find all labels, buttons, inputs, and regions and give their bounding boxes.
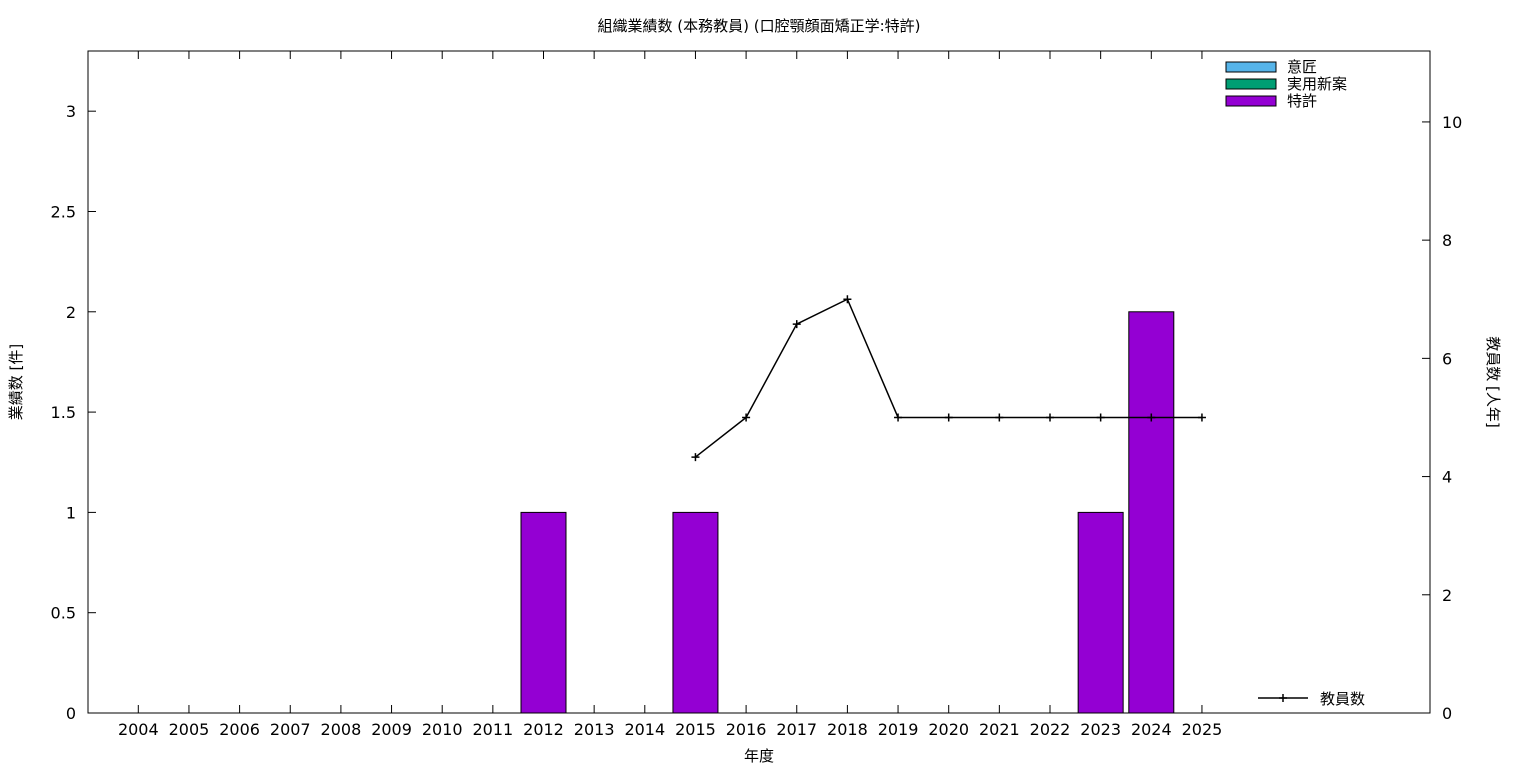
x-tick-label: 2005 [169,720,210,739]
x-tick-label: 2010 [422,720,463,739]
y-tick-label: 1.5 [51,403,76,422]
y-tick-label: 3 [66,102,76,121]
y2-tick-label: 2 [1442,586,1452,605]
x-tick-label: 2011 [472,720,513,739]
point-教員数-2022 [1046,413,1054,422]
y-tick-label: 2 [66,303,76,322]
y2-axis-label: 教員数 [人年] [1484,336,1502,427]
point-教員数-2023 [1096,413,1105,422]
point-教員数-2024 [1147,413,1156,422]
point-教員数-2020 [944,413,953,422]
x-tick-label: 2021 [979,720,1020,739]
y2-tick-label: 6 [1442,349,1452,368]
y2-tick-label: 10 [1442,113,1462,132]
bar-特許-2012 [520,511,567,714]
y-tick-label: 0.5 [51,604,76,623]
legend-swatch-特許 [1225,95,1277,107]
point-教員数-2025 [1197,413,1206,422]
x-tick-label: 2017 [776,720,817,739]
legend-label-特許: 特許 [1287,92,1317,110]
x-tick-label: 2004 [118,720,159,739]
x-tick-label: 2025 [1182,720,1223,739]
bar-特許-2015 [672,511,719,714]
x-tick-label: 2008 [321,720,362,739]
x-tick-label: 2016 [726,720,767,739]
x-tick-label: 2012 [523,720,564,739]
legend-swatch-意匠 [1225,61,1277,73]
legend-swatch-実用新案 [1225,78,1277,90]
point-教員数-2018 [843,295,852,304]
legend-label-教員数: 教員数 [1320,690,1365,708]
y2-tick-label: 8 [1442,231,1452,250]
y-axis-label: 業績数 [件] [7,344,25,420]
x-tick-label: 2020 [928,720,969,739]
x-tick-label: 2013 [574,720,615,739]
y-tick-label: 0 [66,704,76,723]
x-tick-label: 2024 [1131,720,1172,739]
point-教員数-2021 [995,413,1004,422]
legend-label-実用新案: 実用新案 [1287,75,1347,93]
line-教員数 [694,298,1202,458]
x-tick-label: 2014 [624,720,665,739]
point-教員数-2015 [691,453,700,462]
plot-area: 0 0.5 1 1.5 2 2.5 3 0 2 4 6 8 10 2004 2005 2006 2007 2008… [51,51,1462,739]
x-tick-label: 2006 [219,720,260,739]
x-tick-label: 2015 [675,720,716,739]
y-tick-label: 1 [66,503,76,522]
point-教員数-2016 [742,413,751,422]
legend-label-意匠: 意匠 [1287,58,1317,76]
y2-tick-label: 0 [1442,704,1452,723]
point-教員数-2017 [792,320,801,329]
x-tick-label: 2018 [827,720,868,739]
x-tick-label: 2023 [1080,720,1121,739]
x-tick-label: 2007 [270,720,311,739]
chart-title: 組織業績数 (本務教員) (口腔顎顔面矯正学:特許) [597,17,920,35]
x-axis-label: 年度 [744,747,774,765]
y-tick-label: 2.5 [51,202,76,221]
bar-特許-2024 [1128,311,1175,714]
x-tick-label: 2019 [878,720,919,739]
x-tick-label: 2022 [1030,720,1071,739]
plot-frame [87,50,1431,714]
y2-tick-label: 4 [1442,468,1452,487]
x-tick-label: 2009 [371,720,412,739]
legend-marker-教員数 [1279,694,1287,702]
bar-特許-2023 [1077,511,1124,714]
point-教員数-2019 [894,413,903,422]
